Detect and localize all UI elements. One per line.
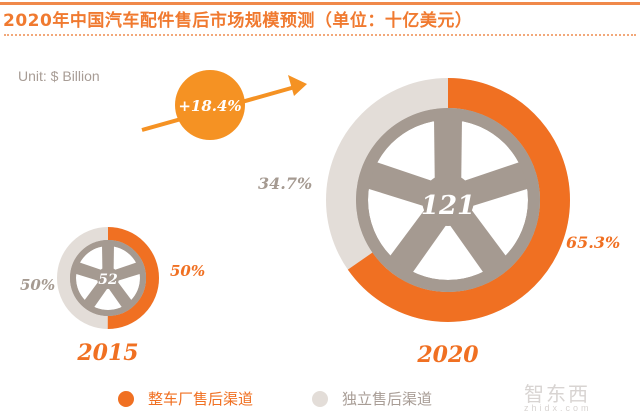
legend-independent-label: 独立售后渠道 (342, 390, 433, 408)
year-label-2020: 2020 (416, 342, 479, 368)
total-2020: 121 (421, 191, 475, 221)
legend-oem-label: 整车厂售后渠道 (148, 390, 254, 408)
year-label-2015: 2015 (76, 340, 138, 366)
watermark-logo: 智东西 (524, 384, 590, 406)
legend-oem-swatch (118, 390, 134, 407)
chart-title: 2020年中国汽车配件售后市场规模预测（单位：十亿美元） (3, 11, 473, 31)
legend-independent-swatch (312, 390, 328, 407)
legend-item-independent: 独立售后渠道 (312, 388, 432, 409)
top-rule (0, 2, 640, 5)
oem-segment-2020 (326, 78, 570, 322)
independent-pct-2020: 34.7% (258, 174, 312, 193)
growth-badge-text: +18.4% (178, 97, 241, 115)
wheel-icon-2015 (70, 240, 146, 316)
donut-2015: 52 (57, 227, 159, 329)
oem-pct-2020: 65.3% (566, 233, 620, 252)
unit-label: Unit: $ Billion (18, 68, 100, 84)
growth-badge: +18.4% (175, 70, 245, 140)
wheel-icon-2020 (356, 108, 540, 292)
watermark: 智东西 zhidx.com (524, 378, 592, 413)
oem-segment-2015 (57, 227, 159, 329)
oem-pct-2015: 50% (170, 262, 205, 280)
total-2015: 52 (98, 272, 118, 288)
watermark-url: zhidx.com (524, 403, 592, 413)
legend-item-oem: 整车厂售后渠道 (118, 388, 253, 409)
donut-2020: 121 (326, 78, 570, 322)
independent-pct-2015: 50% (20, 276, 55, 294)
title-divider (4, 34, 636, 36)
